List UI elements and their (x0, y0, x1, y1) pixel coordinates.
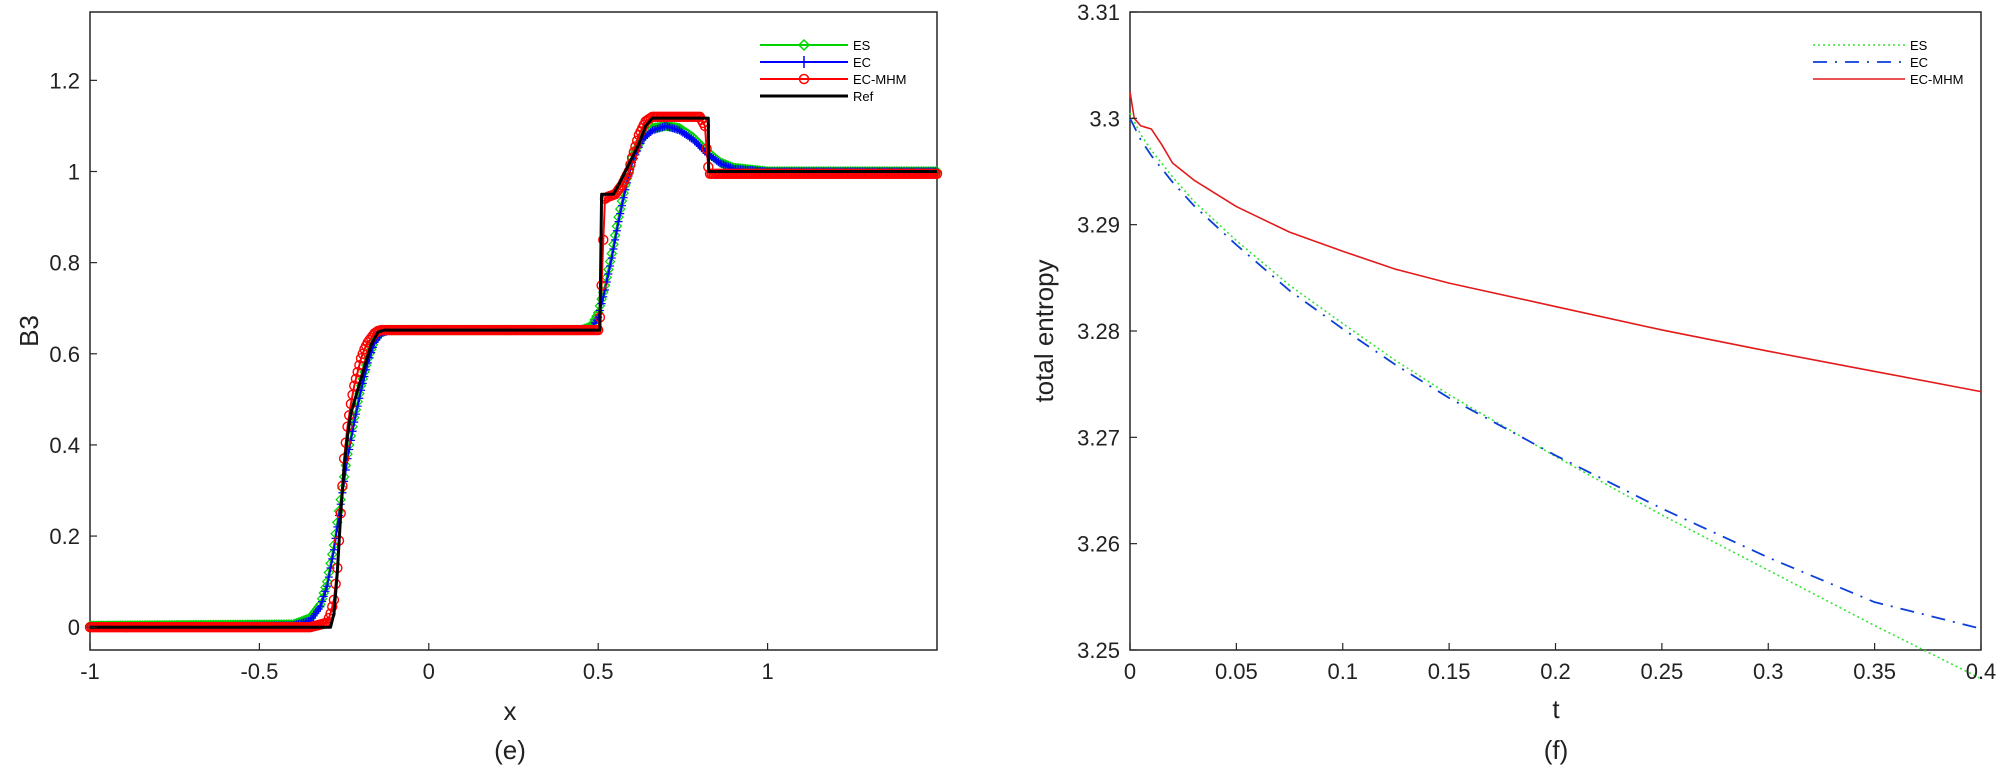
panel-f-ylabel: total entropy (1029, 259, 1059, 402)
panel-f-ytick-label: 3.3 (1089, 106, 1120, 131)
panel-e-ytick-label: 1.2 (49, 68, 80, 93)
data-point-plus (607, 254, 616, 263)
legend-label-ec: EC (853, 55, 871, 70)
panel-e-ytick-label: 1 (68, 160, 80, 185)
data-point-plus (324, 573, 333, 582)
data-point-plus (619, 193, 628, 202)
data-point-plus (328, 554, 337, 563)
panel-f-series-ec (1129, 117, 1982, 630)
panel-f-axes: 0 0.05 0.1 0.15 0.2 0.25 0.3 0.35 0.4 3.25 3.26 3.2… (1077, 0, 1996, 684)
data-point-plus (329, 545, 338, 554)
diamond-marker-icon (797, 38, 811, 52)
legend-entry-ref: Ref (760, 89, 874, 104)
legend-label-es: ES (1910, 38, 1928, 53)
legend-entry-ec-mhm: EC-MHM (1813, 72, 1963, 87)
panel-e-xlabel: x (504, 696, 517, 726)
data-point-plus (717, 159, 726, 168)
legend-entry-ec: EC (1813, 55, 1928, 70)
panel-e-ytick-label: 0.8 (49, 251, 80, 276)
legend-entry-ec-mhm: EC-MHM (760, 72, 906, 87)
data-point-plus (719, 160, 728, 169)
panel-e-xtick-label: 1 (761, 659, 773, 684)
panel-e-series-ref (90, 116, 937, 629)
panel-f-legend: ES EC EC-MHM (1806, 32, 1976, 92)
data-point-plus (350, 418, 359, 427)
data-point-plus (319, 592, 328, 601)
data-point-circle (626, 152, 638, 164)
data-point-plus (692, 139, 701, 148)
legend-entry-ec: EC (760, 55, 871, 70)
panel-f-xtick-label: 0.25 (1640, 659, 1683, 684)
panel-e-legend-box (753, 34, 916, 114)
panel-e-xtick-label: 0.5 (583, 659, 614, 684)
data-point-plus (617, 201, 626, 210)
legend-entry-es: ES (1813, 38, 1928, 53)
panel-f-xtick-label: 0.1 (1327, 659, 1358, 684)
circle-marker-icon (798, 73, 810, 85)
panel-f-xtick-label: 0.3 (1753, 659, 1784, 684)
panel-f-total-entropy: 0 0.05 0.1 0.15 0.2 0.25 0.3 0.35 0.4 3.25 3.26 3.2… (1029, 0, 1996, 765)
panel-e-ylabel: B3 (14, 315, 44, 347)
data-point-plus (604, 270, 613, 279)
data-point-plus (716, 159, 725, 168)
panel-f-xlabel: t (1552, 694, 1560, 724)
legend-label-ec-mhm: EC-MHM (1910, 72, 1963, 87)
panel-e-axes: -1 -0.5 0 0.5 1 0 0.2 0.4 0.6 0.8 1 1.2 (49, 68, 773, 684)
panel-f-plot-area (1129, 11, 1982, 651)
data-point-plus (694, 140, 703, 149)
panel-f-caption: (f) (1544, 735, 1569, 765)
data-point-plus (609, 244, 618, 253)
panel-e-ytick-label: 0.2 (49, 524, 80, 549)
panel-e-caption: (e) (494, 735, 526, 765)
data-point-plus (611, 235, 620, 244)
data-point-plus (689, 135, 698, 144)
data-point-plus (714, 158, 723, 167)
data-point-circle (598, 234, 609, 246)
panel-f-ytick-label: 3.29 (1077, 213, 1120, 238)
panel-f-xtick-label: 0.2 (1540, 659, 1571, 684)
data-point-plus (321, 587, 330, 596)
panel-e-ytick-label: 0 (68, 615, 80, 640)
panel-f-xtick-label: 0 (1124, 659, 1136, 684)
data-point-plus (721, 161, 730, 170)
panel-e-ytick-label: 0.6 (49, 342, 80, 367)
data-point-plus (323, 582, 332, 591)
panel-f-xtick-label: 0.15 (1428, 659, 1471, 684)
data-point-plus (318, 597, 327, 606)
panel-f-ytick-label: 3.31 (1077, 0, 1120, 25)
data-point-plus (614, 217, 623, 226)
panel-f-xtick-label: 0.05 (1215, 659, 1258, 684)
data-point-plus (616, 209, 625, 218)
legend-label-es: ES (853, 38, 871, 53)
data-point-plus (612, 226, 621, 235)
panel-f-ytick-label: 3.28 (1077, 319, 1120, 344)
legend-entry-es: ES (760, 38, 871, 53)
panel-f-xtick-label: 0.35 (1853, 659, 1896, 684)
legend-label-ec: EC (1910, 55, 1928, 70)
panel-e-series-group (84, 111, 943, 633)
data-point-circle (355, 353, 367, 364)
panel-f-ytick-label: 3.25 (1077, 638, 1120, 663)
data-point-plus (690, 137, 699, 146)
panel-e-xtick-label: -0.5 (240, 659, 278, 684)
data-point-plus (606, 262, 615, 271)
panel-f-xtick-label: 0.4 (1966, 659, 1997, 684)
data-point-circle (931, 168, 943, 179)
panel-f-series-ec-mhm (1129, 91, 1982, 393)
panel-e-legend: ES EC EC-MHM Ref (753, 34, 916, 114)
legend-label-ref: Ref (853, 89, 874, 104)
panel-e-b3-profile: -1 -0.5 0 0.5 1 0 0.2 0.4 0.6 0.8 1 1.2 x B3 (e) ES… (14, 11, 943, 765)
panel-f-ytick-label: 3.27 (1077, 425, 1120, 450)
data-point-plus (316, 602, 325, 611)
legend-label-ec-mhm: EC-MHM (853, 72, 906, 87)
panel-f-ytick-label: 3.26 (1077, 532, 1120, 557)
data-point-circle (327, 601, 338, 612)
panel-f-series-group (1129, 91, 1982, 680)
panel-e-ytick-label: 0.4 (49, 433, 80, 458)
data-point-circle (701, 143, 712, 154)
panel-e-xtick-label: -1 (80, 659, 100, 684)
panel-e-xtick-label: 0 (423, 659, 435, 684)
